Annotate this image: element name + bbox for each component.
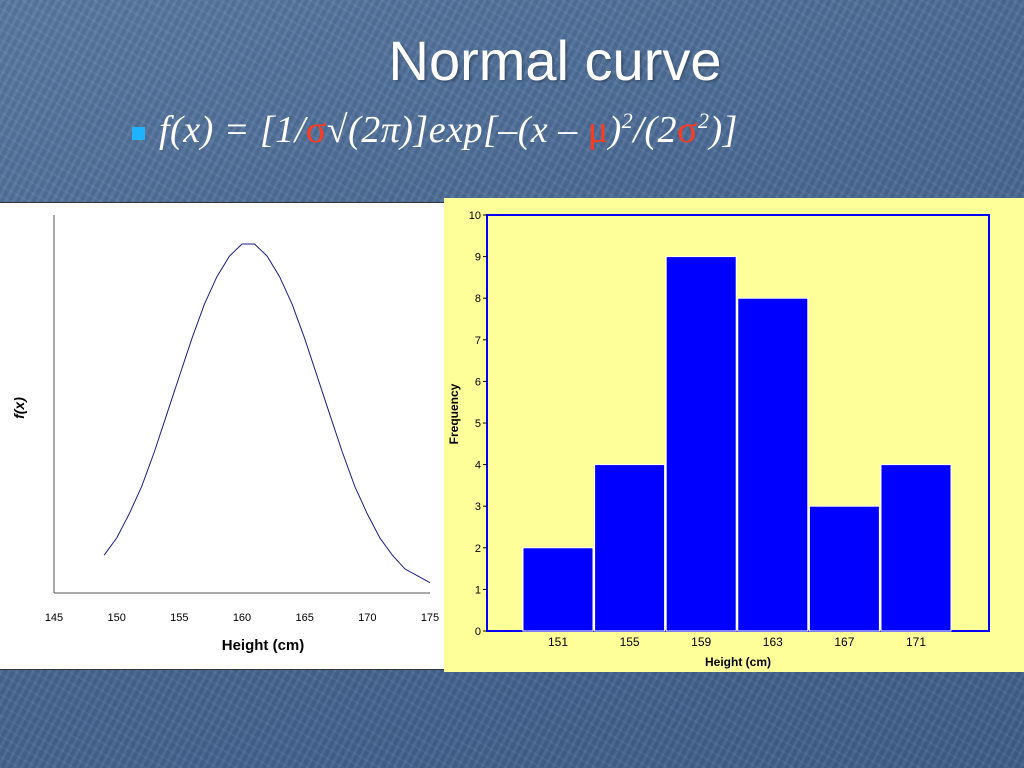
histogram-bar xyxy=(594,464,666,632)
formula-part-3: ) xyxy=(608,109,622,151)
histogram-y-tick-label: 4 xyxy=(475,460,481,472)
square-bullet-icon xyxy=(132,126,145,140)
formula-sigma: σ xyxy=(305,109,327,151)
formula-part-4: /(2 xyxy=(633,109,677,151)
height-histogram-chart: 0 1 2 3 4 5 6 7 8 9 10 151 155 159 163 167 171 Height (… xyxy=(447,210,990,669)
formula-part-5: )] xyxy=(709,109,738,151)
histogram-chart-panel: 0 1 2 3 4 5 6 7 8 9 10 151 155 159 163 167 171 Height (… xyxy=(444,198,1024,672)
normal-curve-chart-panel: 145 150 155 160 165 170 175 Height (cm) f(x) xyxy=(0,202,446,670)
slide-title: Normal curve xyxy=(388,29,722,92)
curve-x-tick-label: 155 xyxy=(170,612,188,624)
curve-x-tick-label: 150 xyxy=(107,612,125,624)
histogram-bar xyxy=(522,547,594,632)
curve-x-tick-label: 165 xyxy=(295,612,313,624)
curve-y-axis-label: f(x) xyxy=(11,397,27,419)
histogram-x-axis-label: Height (cm) xyxy=(705,655,771,669)
histogram-x-tick-label: 171 xyxy=(906,635,926,649)
normal-pdf-formula: f(x) = [1/σ√(2π)]exp[–(x – μ)2/(2σ2)] xyxy=(159,108,738,152)
histogram-y-tick-label: 8 xyxy=(475,293,481,305)
curve-x-axis-label: Height (cm) xyxy=(222,637,305,654)
formula-mu: μ xyxy=(587,109,609,151)
curve-x-tick-label: 170 xyxy=(358,612,376,624)
histogram-bar xyxy=(880,464,952,632)
histogram-x-tick-label: 155 xyxy=(620,635,640,649)
histogram-y-tick-label: 2 xyxy=(475,543,481,555)
histogram-bar xyxy=(808,505,880,632)
curve-x-tick-label: 145 xyxy=(45,612,63,624)
normal-curve-chart: 145 150 155 160 165 170 175 Height (cm) f(x) xyxy=(11,215,439,654)
histogram-y-tick-label: 3 xyxy=(475,501,481,513)
histogram-x-tick-label: 167 xyxy=(834,635,854,649)
formula-bullet: f(x) = [1/σ√(2π)]exp[–(x – μ)2/(2σ2)] xyxy=(132,108,738,152)
histogram-bar xyxy=(665,256,737,632)
formula-part-1: f(x) = [1/ xyxy=(159,109,306,151)
curve-x-tick-label: 160 xyxy=(233,612,251,624)
histogram-y-axis-label: Frequency xyxy=(447,383,461,444)
formula-sigma-2: σ xyxy=(677,109,698,151)
histogram-y-tick-label: 0 xyxy=(475,626,481,638)
curve-x-tick-label: 175 xyxy=(421,612,439,624)
histogram-y-tick-label: 5 xyxy=(475,418,481,430)
histogram-y-tick-label: 7 xyxy=(475,335,481,347)
histogram-x-tick-label: 163 xyxy=(763,635,783,649)
histogram-y-tick-label: 6 xyxy=(475,376,481,388)
histogram-x-tick-label: 151 xyxy=(548,635,568,649)
histogram-y-tick-label: 10 xyxy=(469,210,481,222)
formula-part-2: √(2π)]exp[–(x – xyxy=(326,109,588,151)
normal-curve-line xyxy=(103,243,431,584)
histogram-x-tick-label: 159 xyxy=(691,635,711,649)
histogram-bar xyxy=(737,297,809,632)
histogram-y-tick-label: 9 xyxy=(475,252,481,264)
formula-exponent-2: 2 xyxy=(697,108,710,133)
histogram-y-tick-label: 1 xyxy=(475,584,481,596)
formula-exponent-1: 2 xyxy=(621,108,634,133)
